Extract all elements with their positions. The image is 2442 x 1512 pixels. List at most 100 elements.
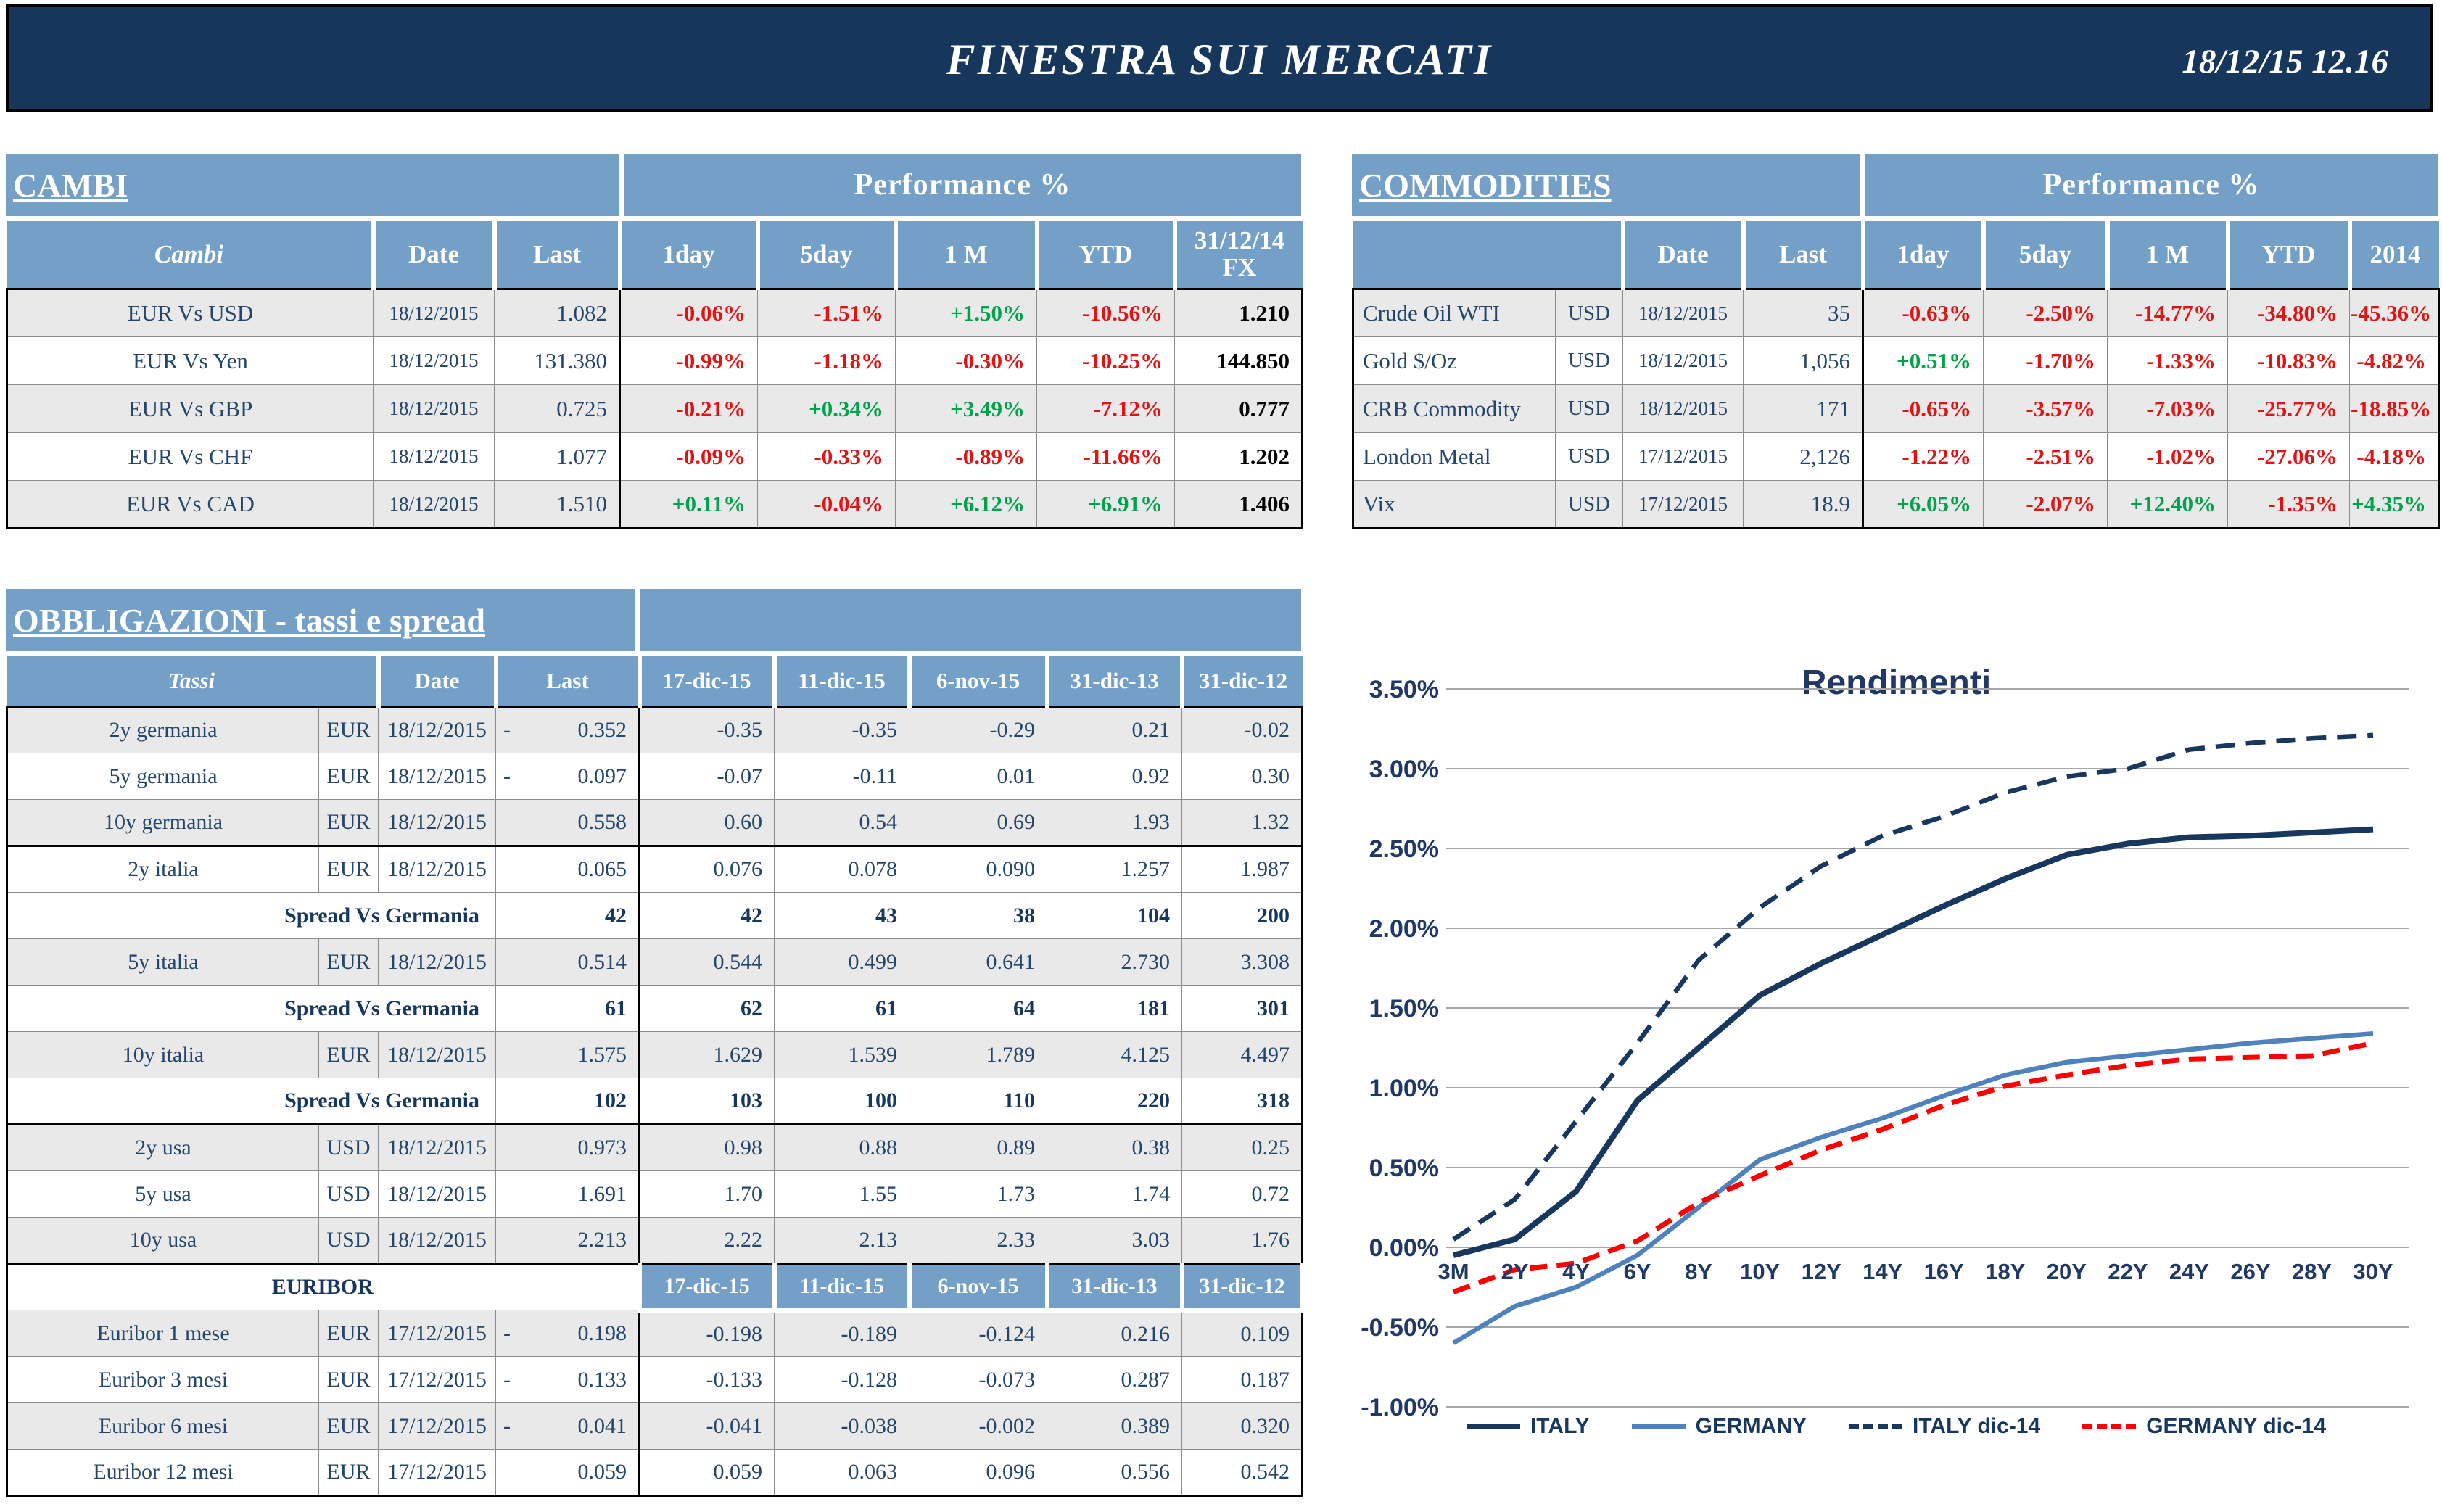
commodity-name: London Metal <box>1353 432 1556 481</box>
hist-cell: 0.21 <box>1047 706 1183 753</box>
hist-cell: -0.35 <box>774 706 910 753</box>
date-cell: 18/12/2015 <box>373 480 495 529</box>
legend-item: ITALY <box>1466 1414 1590 1439</box>
series-germany-dic-14 <box>1452 1040 2374 1294</box>
currency-cell: EUR <box>318 1356 379 1403</box>
hist-cell: 0.542 <box>1181 1449 1303 1496</box>
currency-cell: EUR <box>318 753 379 800</box>
x-axis-label: 6Y <box>1624 1259 1651 1284</box>
spread-hist-cell: 38 <box>909 892 1048 939</box>
last-sign <box>495 938 521 986</box>
last-cell: 0.725 <box>494 384 620 433</box>
date-cell: 18/12/2015 <box>373 384 495 433</box>
perf-cell: -0.30% <box>895 336 1037 385</box>
y-axis-label: -0.50% <box>1361 1314 1439 1342</box>
commodity-name: CRB Commodity <box>1353 384 1556 433</box>
perf-cell: -1.02% <box>2107 432 2228 481</box>
last-sign <box>495 799 521 846</box>
last-sign: - <box>495 1356 521 1403</box>
hist-cell: 0.187 <box>1181 1356 1303 1403</box>
obbligazioni-title: OBBLIGAZIONI - tassi e spread <box>6 589 635 651</box>
spread-hist-cell: 100 <box>774 1078 910 1125</box>
y-axis-label: 1.00% <box>1369 1075 1439 1102</box>
hist-cell: 1.987 <box>1181 845 1303 893</box>
perf-cell: -0.04% <box>757 480 896 529</box>
hist-cell: 1.76 <box>1181 1217 1303 1264</box>
last-cell: 0.973 <box>521 1123 640 1171</box>
table-row: Gold $/Oz USD 18/12/2015 1,056 +0.51% -1.70% -… <box>1353 336 2439 385</box>
fx-cell: 144.850 <box>1174 336 1303 385</box>
obbligazioni-banner-spacer <box>640 589 1301 651</box>
hist-cell: 0.60 <box>638 799 775 846</box>
hist-cell: -0.35 <box>638 706 775 753</box>
column-header: 11-dic-15 <box>772 656 912 707</box>
column-header: 1day <box>617 221 760 289</box>
table-row: Euribor 6 mesi EUR 17/12/2015-0.041 -0.041-… <box>7 1402 1303 1450</box>
table-row: Euribor 3 mesi EUR 17/12/2015-0.133 -0.133-… <box>7 1356 1303 1403</box>
spread-hist-cell: 200 <box>1181 892 1303 939</box>
perf-cell: -34.80% <box>2227 289 2350 337</box>
perf-cell: -25.77% <box>2227 384 2350 433</box>
spread-label: Spread Vs Germania <box>7 892 496 939</box>
date-cell: 18/12/2015 <box>378 1123 496 1171</box>
currency-cell: EUR <box>318 1310 379 1357</box>
hist-cell: 1.70 <box>638 1170 775 1218</box>
date-cell: 18/12/2015 <box>373 432 495 481</box>
last-cell: 0.198 <box>521 1310 640 1357</box>
currency-cell: EUR <box>318 799 379 846</box>
rate-name: 5y italia <box>7 938 319 986</box>
y-axis-label: 1.50% <box>1369 995 1439 1023</box>
x-axis-label: 22Y <box>2108 1259 2148 1284</box>
cambi-table: Cambi Date Last 1day 5day 1 M YTD 31/12/14 FX EU… <box>6 221 1303 529</box>
hist-cell: -0.189 <box>774 1310 910 1357</box>
hist-cell: 0.059 <box>638 1449 775 1496</box>
table-row: 2y italia EUR 18/12/2015 0.065 0.076 0.078 0.0… <box>7 845 1303 893</box>
fx-cell: 1.406 <box>1174 480 1303 529</box>
commodity-name: Crude Oil WTI <box>1353 289 1556 337</box>
column-header: 5day <box>1981 221 2110 289</box>
hist-cell: 0.98 <box>638 1123 775 1171</box>
column-header: 6-nov-15 <box>907 656 1049 707</box>
spread-hist-cell: 61 <box>774 985 910 1032</box>
hist-cell: 0.556 <box>1047 1449 1183 1496</box>
rate-name: Euribor 1 mese <box>7 1310 319 1357</box>
legend-line-sample <box>2082 1424 2137 1429</box>
hist-cell: -0.041 <box>638 1402 775 1450</box>
last-cell: 2.213 <box>521 1217 640 1264</box>
perf-cell: +3.49% <box>895 384 1037 433</box>
perf-cell: +1.50% <box>895 289 1037 337</box>
date-cell: 17/12/2015 <box>378 1402 496 1450</box>
date-cell: 18/12/2015 <box>1622 336 1744 385</box>
obbligazioni-table: Tassi Date Last 17-dic-15 11-dic-15 6-nov-15 3… <box>6 656 1305 1497</box>
column-header: Cambi <box>7 221 376 289</box>
last-cell: 0.065 <box>521 845 640 893</box>
column-header: YTD <box>1034 221 1177 289</box>
column-header: 17-dic-15 <box>637 656 777 707</box>
table-row: EUR Vs GBP 18/12/2015 0.725 -0.21% +0.34% +3.… <box>7 384 1303 433</box>
column-header: Date <box>371 221 497 289</box>
currency-cell: USD <box>318 1123 379 1171</box>
rate-name: 2y italia <box>7 845 319 893</box>
commodities-title: COMMODITIES <box>1352 154 1860 216</box>
hist-cell: -0.02 <box>1181 706 1303 753</box>
table-row: 10y italia EUR 18/12/2015 1.575 1.629 1.539 1.… <box>7 1031 1303 1078</box>
euribor-date-header: 31-dic-12 <box>1179 1263 1305 1313</box>
date-cell: 17/12/2015 <box>1622 480 1744 529</box>
rate-name: Euribor 6 mesi <box>7 1402 319 1450</box>
fx-cell: 0.777 <box>1174 384 1303 433</box>
legend-label: GERMANY <box>1695 1414 1807 1438</box>
currency-cell: USD <box>1555 480 1623 529</box>
perf-cell: -1.18% <box>757 336 896 385</box>
hist-cell: -0.07 <box>638 753 775 800</box>
hist-cell: 0.88 <box>774 1123 910 1171</box>
series-italy-dic-14 <box>1452 732 2374 1242</box>
perf-cell: -2.51% <box>1983 432 2108 481</box>
spread-hist-cell: 110 <box>909 1078 1048 1125</box>
perf-cell: +0.51% <box>1862 336 1984 385</box>
perf-cell: -10.83% <box>2227 336 2350 385</box>
spread-label: Spread Vs Germania <box>7 1078 496 1125</box>
y-axis-label: -1.00% <box>1361 1394 1439 1421</box>
hist-cell: 0.25 <box>1181 1123 1303 1171</box>
y-axis-label: 0.00% <box>1369 1234 1439 1262</box>
date-cell: 18/12/2015 <box>378 706 496 753</box>
